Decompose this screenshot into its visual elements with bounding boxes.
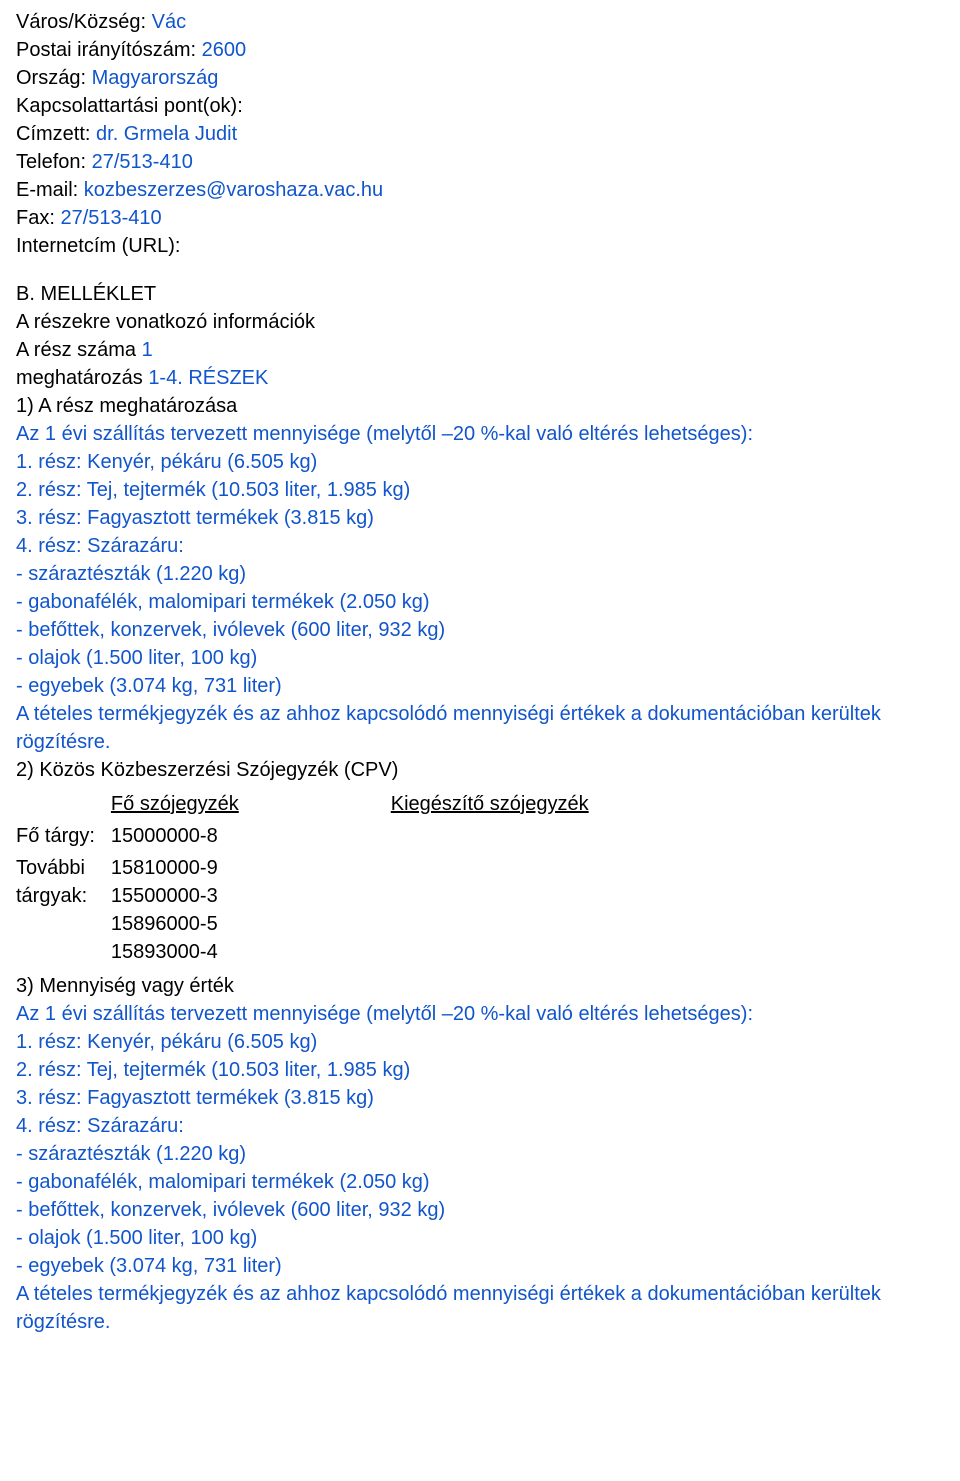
s2-heading: 2) Közös Közbeszerzési Szójegyzék (CPV) [16,756,944,784]
city-line: Város/Község: Vác [16,8,944,36]
s3-part: - olajok (1.500 liter, 100 kg) [16,1224,944,1252]
cpv-more-row: További tárgyak: 15810000-9 15500000-3 1… [16,852,605,968]
s3-part: - befőttek, konzervek, ivólevek (600 lit… [16,1196,944,1224]
fax-label: Fax: [16,207,55,229]
s3-part: - gabonafélék, malomipari termékek (2.05… [16,1168,944,1196]
annex-subtitle1: A részekre vonatkozó információk [16,308,944,336]
annex-subtitle2: A rész száma 1 [16,336,944,364]
s3-heading: 3) Mennyiség vagy érték [16,972,944,1000]
s1-part: - gabonafélék, malomipari termékek (2.05… [16,588,944,616]
s3-part: 4. rész: Szárazáru: [16,1112,944,1140]
cpv-more-label: További tárgyak: [16,852,111,968]
annex-subtitle3-value: 1-4. RÉSZEK [148,367,268,389]
phone-value: 27/513-410 [92,151,193,173]
city-label: Város/Község: [16,11,146,33]
s1-part: 3. rész: Fagyasztott termékek (3.815 kg) [16,504,944,532]
zip-line: Postai irányítószám: 2600 [16,36,944,64]
email-value: kozbeszerzes@varoshaza.vac.hu [84,179,383,201]
s1-part: - olajok (1.500 liter, 100 kg) [16,644,944,672]
s3-part: - egyebek (3.074 kg, 731 liter) [16,1252,944,1280]
s1-part: 1. rész: Kenyér, pékáru (6.505 kg) [16,448,944,476]
s1-part: 4. rész: Szárazáru: [16,532,944,560]
s3-part: 2. rész: Tej, tejtermék (10.503 liter, 1… [16,1056,944,1084]
cpv-main-row: Fő tárgy: 15000000-8 [16,820,605,852]
cpv-header-main: Fő szójegyzék [111,788,255,820]
addressee-value: dr. Grmela Judit [96,123,237,145]
cpv-table: Fő szójegyzék Kiegészítő szójegyzék Fő t… [16,788,605,968]
s3-part: - száraztészták (1.220 kg) [16,1140,944,1168]
s3-intro: Az 1 évi szállítás tervezett mennyisége … [16,1000,944,1028]
country-line: Ország: Magyarország [16,64,944,92]
s1-intro: Az 1 évi szállítás tervezett mennyisége … [16,420,944,448]
country-value: Magyarország [92,67,219,89]
url-line: Internetcím (URL): [16,232,944,260]
phone-line: Telefon: 27/513-410 [16,148,944,176]
city-value: Vác [152,11,186,33]
email-label: E-mail: [16,179,78,201]
fax-line: Fax: 27/513-410 [16,204,944,232]
email-line: E-mail: kozbeszerzes@varoshaza.vac.hu [16,176,944,204]
s3-part: 1. rész: Kenyér, pékáru (6.505 kg) [16,1028,944,1056]
annex-subtitle3: meghatározás 1-4. RÉSZEK [16,364,944,392]
addressee-line: Címzett: dr. Grmela Judit [16,120,944,148]
zip-value: 2600 [202,39,247,61]
annex-subtitle3-label: meghatározás [16,367,143,389]
cpv-main-label: Fő tárgy: [16,820,111,852]
s1-note: A tételes termékjegyzék és az ahhoz kapc… [16,700,944,756]
fax-value: 27/513-410 [60,207,161,229]
addressee-label: Címzett: [16,123,90,145]
s1-part: - egyebek (3.074 kg, 731 liter) [16,672,944,700]
annex-subtitle2-label: A rész száma [16,339,136,361]
cpv-header-row: Fő szójegyzék Kiegészítő szójegyzék [16,788,605,820]
cpv-main-value: 15000000-8 [111,820,255,852]
cpv-header-supp: Kiegészítő szójegyzék [391,788,605,820]
s1-part: - befőttek, konzervek, ivólevek (600 lit… [16,616,944,644]
annex-title: B. MELLÉKLET [16,280,944,308]
contacts-line: Kapcsolattartási pont(ok): [16,92,944,120]
zip-label: Postai irányítószám: [16,39,196,61]
s1-part: 2. rész: Tej, tejtermék (10.503 liter, 1… [16,476,944,504]
s3-part: 3. rész: Fagyasztott termékek (3.815 kg) [16,1084,944,1112]
annex-subtitle2-value: 1 [142,339,153,361]
cpv-more-values: 15810000-9 15500000-3 15896000-5 1589300… [111,852,255,968]
s1-part: - száraztészták (1.220 kg) [16,560,944,588]
s3-note: A tételes termékjegyzék és az ahhoz kapc… [16,1280,944,1336]
phone-label: Telefon: [16,151,86,173]
s1-heading: 1) A rész meghatározása [16,392,944,420]
country-label: Ország: [16,67,86,89]
